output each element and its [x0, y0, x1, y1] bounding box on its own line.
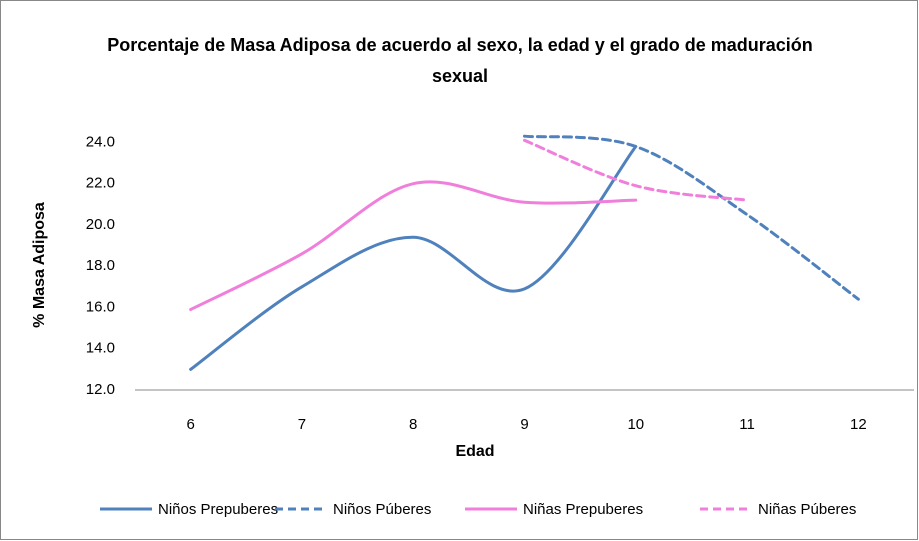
- y-tick-label: 22.0: [86, 175, 115, 192]
- y-axis-label: % Masa Adiposa: [31, 202, 48, 328]
- x-tick-label: 10: [627, 416, 644, 433]
- series-line: [523, 134, 860, 301]
- legend-label: Niños Prepuberes: [158, 501, 278, 518]
- x-tick-label: 6: [186, 416, 194, 433]
- series-line: [523, 138, 749, 202]
- chart-title: Porcentaje de Masa Adiposa de acuerdo al…: [107, 35, 813, 86]
- x-tick-label: 11: [739, 416, 755, 433]
- y-tick-label: 24.0: [86, 133, 115, 150]
- legend-label: Niñas Púberes: [758, 501, 856, 518]
- series-line: [189, 180, 638, 312]
- y-tick-label: 16.0: [86, 298, 115, 315]
- x-tick-label: 9: [520, 416, 528, 433]
- x-axis-label: Edad: [455, 443, 494, 460]
- legend-label: Niñas Prepuberes: [523, 501, 643, 518]
- y-tick-label: 20.0: [86, 216, 115, 233]
- y-tick-label: 12.0: [86, 381, 115, 398]
- legend-label: Niños Púberes: [333, 501, 431, 518]
- series-line: [189, 145, 638, 371]
- x-tick-label: 8: [409, 416, 417, 433]
- x-tick-label: 7: [298, 416, 306, 433]
- x-tick-label: 12: [850, 416, 867, 433]
- y-tick-label: 14.0: [86, 340, 115, 357]
- y-tick-label: 18.0: [86, 257, 115, 274]
